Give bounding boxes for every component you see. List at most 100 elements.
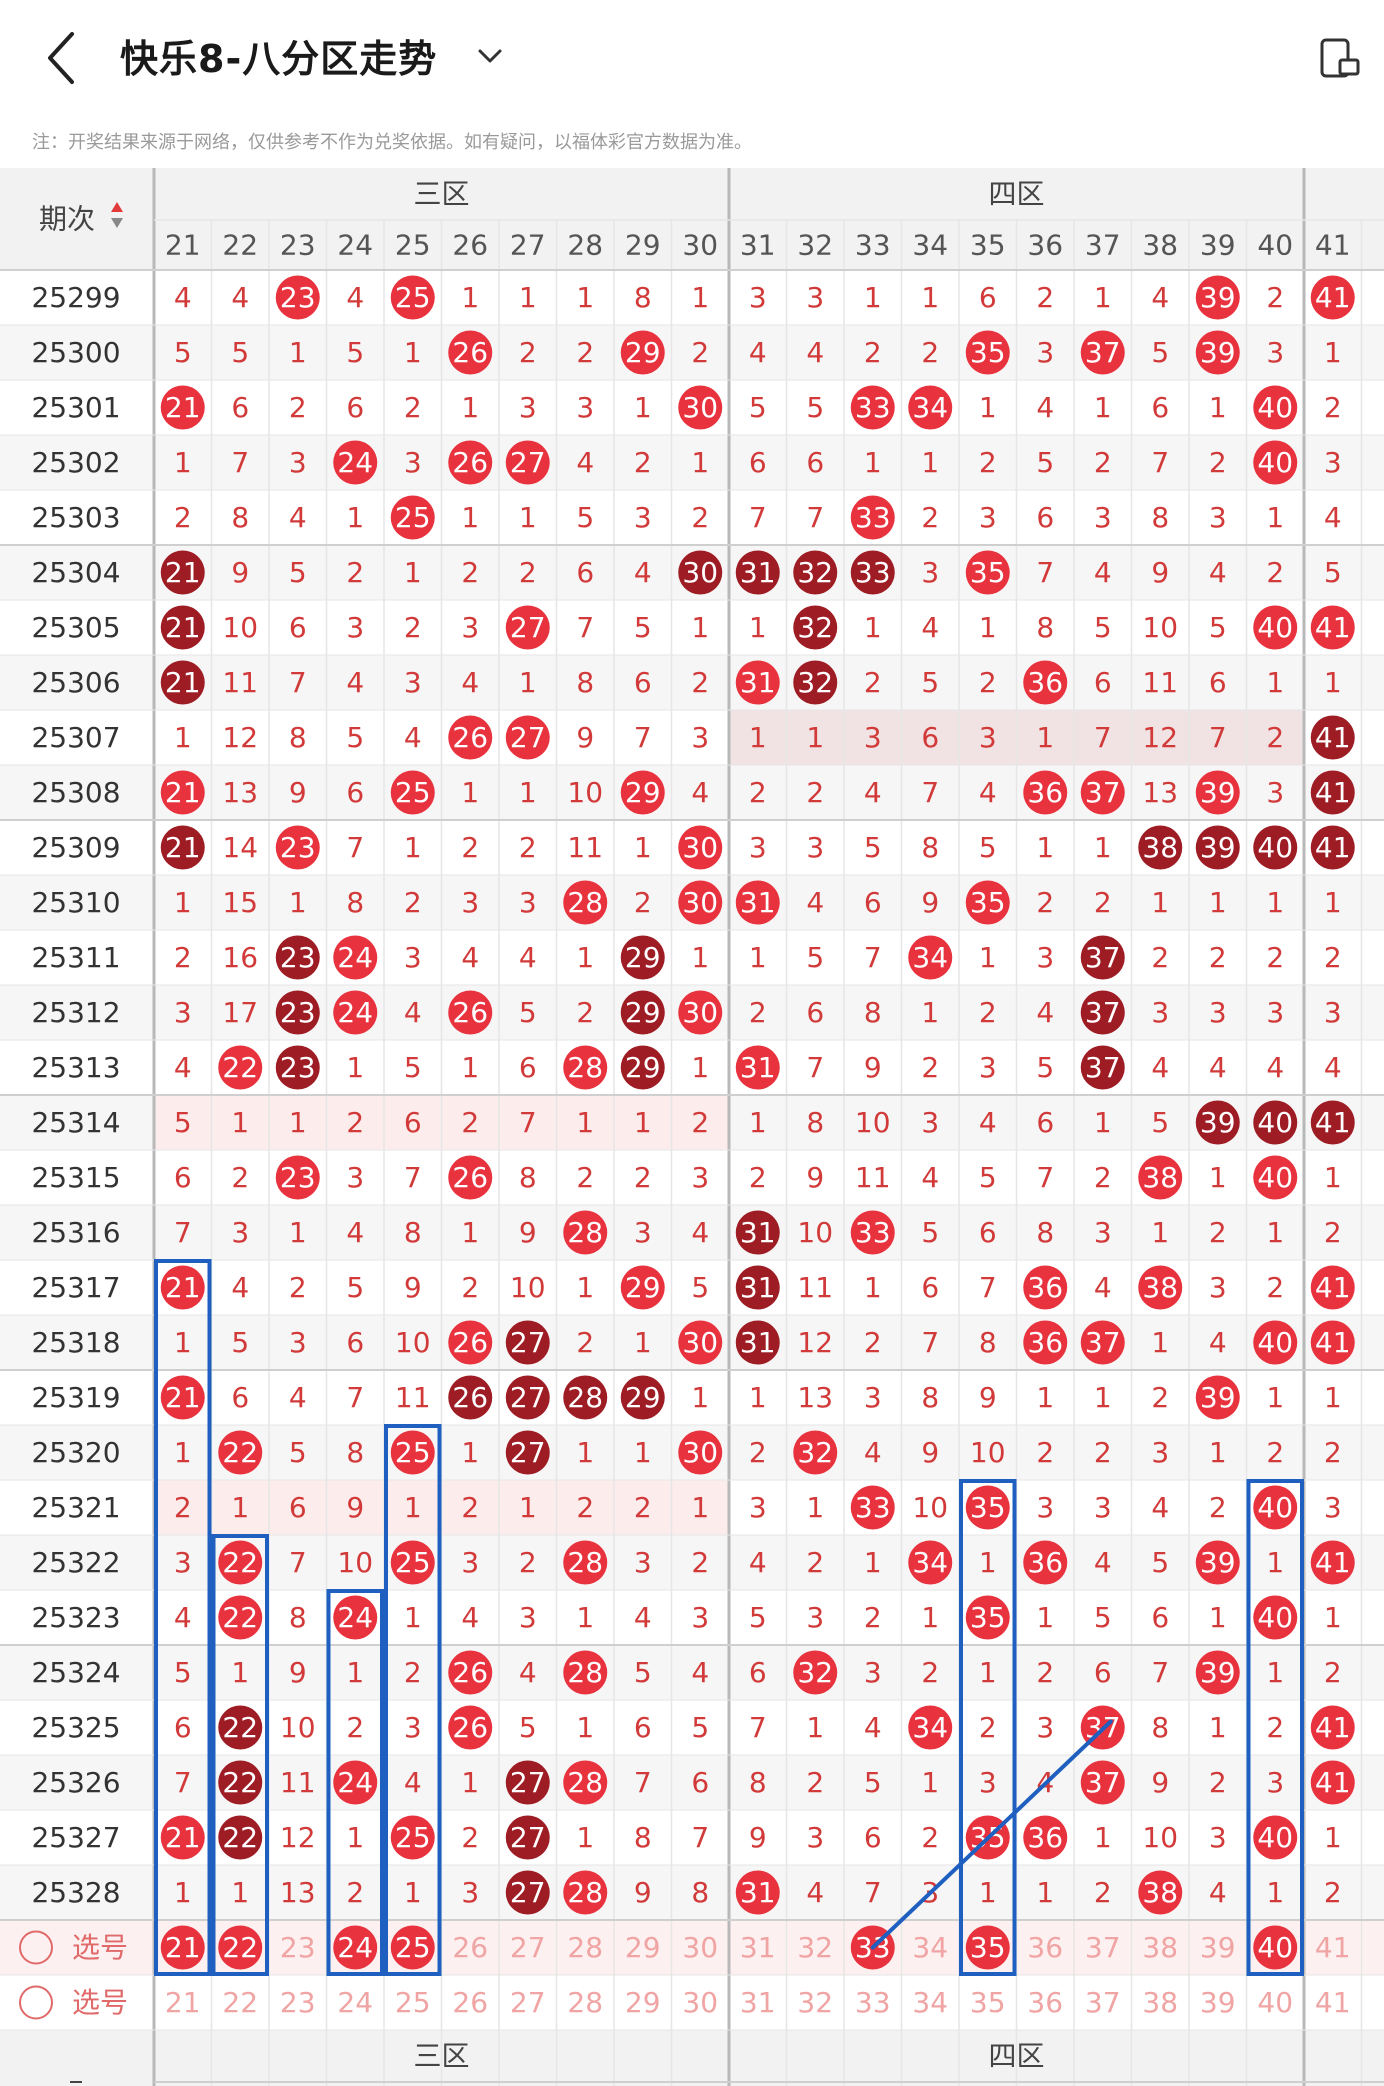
miss-count: 2: [346, 556, 364, 589]
select-number[interactable]: 37: [1085, 1931, 1121, 1964]
select-number[interactable]: 31: [740, 1931, 776, 1964]
select-number[interactable]: 26: [452, 1931, 488, 1964]
hit-ball: [1253, 1815, 1298, 1860]
select-number[interactable]: 30: [682, 1986, 718, 2019]
select-number[interactable]: 32: [797, 1931, 833, 1964]
column-number: 33: [855, 229, 891, 262]
select-number[interactable]: 21: [165, 1986, 201, 2019]
select-number[interactable]: 27: [510, 1986, 546, 2019]
hit-ball: [735, 660, 780, 705]
select-ball[interactable]: [160, 1925, 205, 1970]
select-number: 21: [165, 1931, 201, 1964]
miss-count: 9: [749, 1821, 767, 1854]
select-radio[interactable]: [19, 1930, 53, 1965]
miss-count: 5: [749, 391, 767, 424]
hit-number: 34: [912, 941, 948, 974]
miss-count: 4: [864, 1711, 882, 1744]
period-cell: 25299: [31, 281, 120, 314]
chevron-down-icon[interactable]: [470, 36, 510, 76]
select-number[interactable]: 23: [280, 1931, 316, 1964]
select-number[interactable]: 36: [1027, 1931, 1063, 1964]
select-number[interactable]: 27: [510, 1931, 546, 1964]
miss-count: 1: [346, 1821, 364, 1854]
page-title[interactable]: 快乐8-八分区走势: [120, 37, 438, 81]
select-number[interactable]: 29: [625, 1931, 661, 1964]
select-number[interactable]: 34: [912, 1986, 948, 2019]
hit-ball: [793, 605, 838, 650]
hit-ball: [965, 1595, 1010, 1640]
select-ball[interactable]: [333, 1925, 378, 1970]
miss-count: 1: [174, 1876, 192, 1909]
miss-count: 1: [1209, 1436, 1227, 1469]
select-number[interactable]: 25: [395, 1986, 431, 2019]
miss-count: 1: [1036, 1381, 1054, 1414]
select-number[interactable]: 28: [567, 1986, 603, 2019]
miss-count: 6: [174, 1711, 192, 1744]
device-settings-icon[interactable]: [1318, 36, 1362, 80]
miss-count: 1: [691, 281, 709, 314]
miss-count: 10: [912, 1491, 948, 1524]
hit-number: 33: [855, 1216, 891, 1249]
hit-ball: [218, 1430, 263, 1475]
miss-count: 17: [222, 996, 258, 1029]
hit-number: 40: [1257, 831, 1293, 864]
select-number[interactable]: 29: [625, 1986, 661, 2019]
select-number[interactable]: 31: [740, 1986, 776, 2019]
select-number[interactable]: 33: [855, 1986, 891, 2019]
select-number[interactable]: 30: [682, 1931, 718, 1964]
select-number[interactable]: 23: [280, 1986, 316, 2019]
miss-count: 3: [1266, 996, 1284, 1029]
hit-ball: [160, 550, 205, 595]
select-number[interactable]: 38: [1142, 1986, 1178, 2019]
select-number[interactable]: 41: [1315, 1986, 1351, 2019]
hit-ball: [390, 1540, 435, 1585]
miss-count: 1: [1266, 886, 1284, 919]
miss-count: 1: [979, 941, 997, 974]
miss-count: 1: [404, 556, 422, 589]
hit-ball: [448, 1650, 493, 1695]
miss-count: 1: [1036, 721, 1054, 754]
miss-count: 4: [634, 1601, 652, 1634]
select-number[interactable]: 40: [1257, 1986, 1293, 2019]
select-number[interactable]: 39: [1200, 1986, 1236, 2019]
sort-down-icon[interactable]: [111, 218, 123, 228]
miss-count: 12: [280, 1821, 316, 1854]
number-header-bg: [154, 168, 1384, 270]
hit-ball: [1023, 660, 1068, 705]
hit-ball: [505, 715, 550, 760]
back-icon[interactable]: [36, 28, 88, 88]
select-number[interactable]: 38: [1142, 1931, 1178, 1964]
select-ball[interactable]: [218, 1925, 263, 1970]
select-number[interactable]: 39: [1200, 1931, 1236, 1964]
select-number[interactable]: 22: [222, 1986, 258, 2019]
period-header-bg: [0, 168, 154, 270]
hit-ball: [390, 495, 435, 540]
select-number[interactable]: 36: [1027, 1986, 1063, 2019]
select-number[interactable]: 32: [797, 1986, 833, 2019]
select-number[interactable]: 41: [1315, 1931, 1351, 1964]
sort-up-icon[interactable]: [111, 202, 123, 212]
select-number[interactable]: 37: [1085, 1986, 1121, 2019]
hit-number: 35: [970, 886, 1006, 919]
select-number[interactable]: 34: [912, 1931, 948, 1964]
hit-number: 29: [625, 1381, 661, 1414]
select-number[interactable]: 26: [452, 1986, 488, 2019]
select-ball[interactable]: [1253, 1925, 1298, 1970]
select-ball[interactable]: [965, 1925, 1010, 1970]
miss-count: 7: [1209, 721, 1227, 754]
hit-number: 25: [395, 1821, 431, 1854]
hit-number: 41: [1315, 776, 1351, 809]
select-radio[interactable]: [19, 1985, 53, 2020]
miss-count: 2: [576, 1326, 594, 1359]
select-number[interactable]: 24: [337, 1986, 373, 2019]
miss-count: 2: [749, 1436, 767, 1469]
hit-number: 26: [452, 1656, 488, 1689]
miss-count: 5: [346, 336, 364, 369]
select-ball[interactable]: [390, 1925, 435, 1970]
miss-count: 4: [404, 1766, 422, 1799]
hit-number: 41: [1315, 721, 1351, 754]
miss-count: 8: [231, 501, 249, 534]
select-number[interactable]: 35: [970, 1986, 1006, 2019]
select-number[interactable]: 28: [567, 1931, 603, 1964]
hit-number: 31: [740, 1271, 776, 1304]
